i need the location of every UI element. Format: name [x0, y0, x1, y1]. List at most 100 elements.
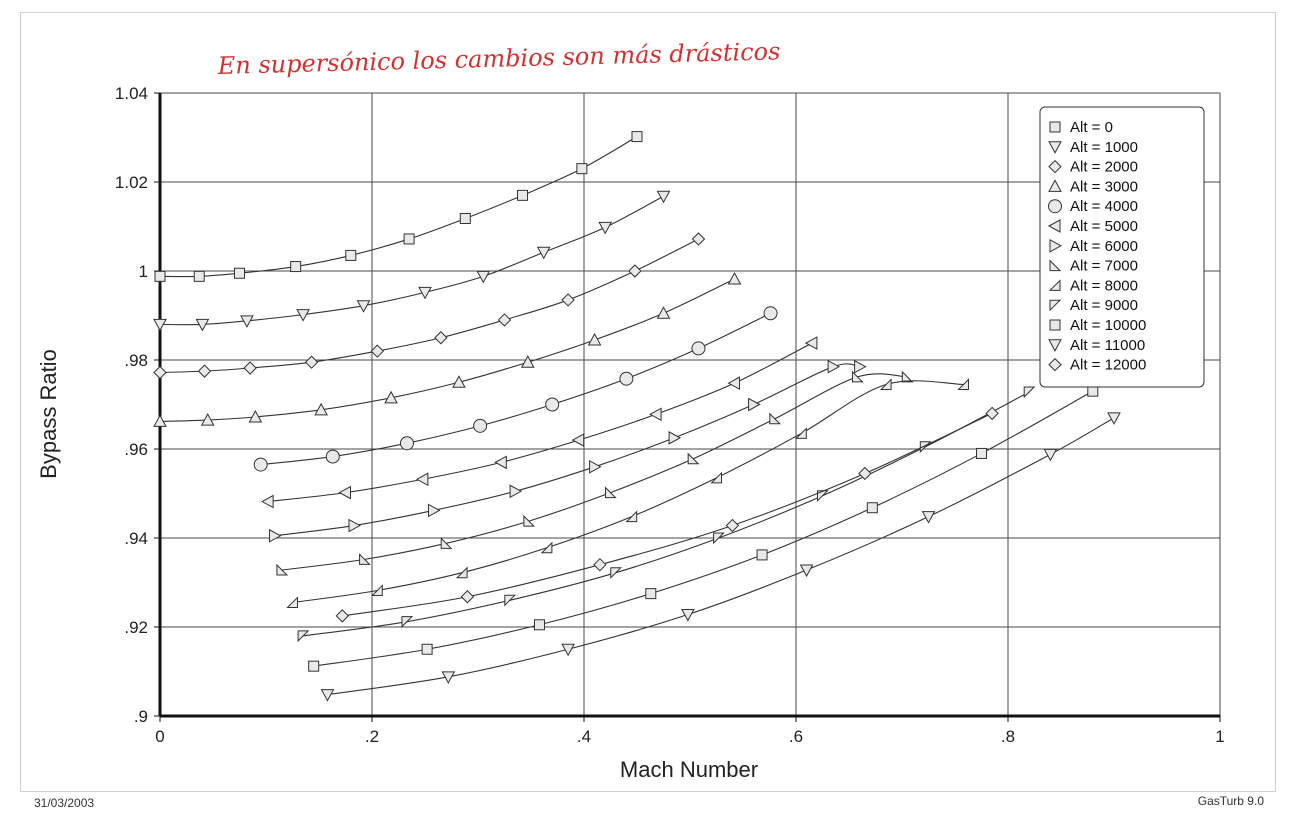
- data-point-9-0: [297, 630, 310, 643]
- data-point-9-5: [817, 490, 829, 502]
- chart-frame: [20, 12, 1276, 792]
- data-point-2-9: [691, 232, 706, 246]
- data-point-12-0: [335, 609, 350, 623]
- axes: 0 .2 .4 .6 .8 1 .9 .92 .94 .96 .98 1 1.02 1.04: [115, 84, 1225, 746]
- data-point-4-4: [545, 397, 560, 412]
- x-tick-label-1: .2: [365, 727, 379, 746]
- data-point-8-8: [957, 378, 969, 390]
- data-point-1-9: [656, 190, 671, 204]
- legend-marker-0: [1049, 121, 1061, 133]
- data-point-10-7: [1087, 385, 1099, 397]
- data-point-8-2: [455, 566, 468, 579]
- legend-item-0: Alt = 0: [1049, 119, 1113, 136]
- legend-marker-10: [1049, 319, 1061, 331]
- series-2: [153, 232, 706, 380]
- data-point-0-7: [517, 189, 529, 201]
- legend-item-3: Alt = 3000: [1048, 178, 1138, 195]
- data-point-11-6: [1043, 448, 1058, 462]
- data-point-0-4: [345, 249, 357, 261]
- data-point-10-2: [533, 619, 545, 631]
- data-point-1-1: [195, 318, 210, 332]
- data-point-7-3: [523, 514, 536, 527]
- legend-item-2: Alt = 2000: [1048, 159, 1138, 176]
- legend-label-1: Alt = 1000: [1070, 139, 1138, 156]
- data-point-3-8: [656, 306, 671, 319]
- data-point-8-7: [879, 378, 892, 390]
- data-point-10-4: [756, 549, 768, 561]
- legend-marker-12: [1048, 357, 1062, 372]
- legend-marker-6: [1049, 238, 1063, 253]
- data-point-3-3: [314, 402, 328, 416]
- data-point-0-0: [154, 270, 166, 282]
- data-point-5-6: [727, 376, 741, 390]
- footer-version: GasTurb 9.0: [1197, 794, 1264, 808]
- data-point-1-5: [418, 286, 432, 300]
- data-point-2-7: [561, 293, 575, 307]
- y-tick-label-0: .9: [134, 707, 148, 726]
- legend-item-8: Alt = 8000: [1048, 277, 1138, 294]
- series-9: [297, 386, 1036, 643]
- legend-item-7: Alt = 7000: [1049, 258, 1138, 275]
- x-tick-label-4: .8: [1001, 727, 1015, 746]
- data-point-7-6: [769, 412, 782, 425]
- y-axis-title: Bypass Ratio: [36, 349, 61, 479]
- data-point-6-5: [668, 431, 682, 445]
- legend-label-0: Alt = 0: [1070, 119, 1113, 136]
- legend-marker-3: [1048, 179, 1062, 192]
- data-point-6-3: [509, 484, 523, 499]
- legend-label-3: Alt = 3000: [1070, 178, 1138, 195]
- data-point-7-4: [605, 486, 617, 499]
- legend: Alt = 0 Alt = 1000 Alt = 2000 Alt = 3000 Alt…: [1039, 106, 1205, 388]
- legend-marker-11: [1048, 339, 1062, 352]
- data-point-6-8: [854, 359, 867, 374]
- data-point-4-6: [691, 341, 706, 356]
- legend-item-11: Alt = 11000: [1048, 337, 1145, 354]
- data-point-11-1: [441, 671, 456, 684]
- data-point-12-1: [460, 590, 475, 604]
- data-point-10-5: [866, 502, 878, 514]
- x-tick-label-5: 1: [1215, 727, 1224, 746]
- series-line-7: [281, 373, 908, 571]
- legend-label-10: Alt = 10000: [1070, 317, 1146, 334]
- data-point-7-0: [276, 563, 289, 576]
- data-point-1-3: [296, 309, 310, 322]
- series-12: [335, 406, 999, 623]
- series-line-10: [313, 390, 1094, 667]
- y-tick-label-6: 1.02: [115, 173, 148, 192]
- data-point-5-0: [261, 494, 274, 509]
- data-point-5-4: [571, 433, 585, 447]
- data-point-11-4: [799, 564, 814, 578]
- data-point-8-5: [710, 471, 722, 484]
- data-point-0-3: [290, 261, 302, 273]
- legend-box: [1039, 106, 1205, 388]
- data-point-0-5: [403, 233, 415, 245]
- legend-label-4: Alt = 4000: [1070, 198, 1138, 215]
- series-3: [153, 271, 742, 427]
- y-tick-label-2: .94: [124, 529, 148, 548]
- data-point-4-3: [473, 418, 488, 433]
- data-point-6-4: [589, 459, 602, 474]
- data-point-10-3: [645, 588, 657, 600]
- series-line-4: [260, 312, 771, 466]
- data-point-9-2: [504, 594, 517, 607]
- series-line-1: [159, 195, 664, 326]
- data-point-1-2: [240, 315, 254, 328]
- series-line-5: [268, 342, 813, 503]
- data-point-1-7: [536, 246, 551, 260]
- y-tick-label-1: .92: [124, 618, 148, 637]
- legend-marker-4: [1048, 199, 1062, 214]
- series-8: [286, 378, 969, 609]
- data-point-0-9: [631, 131, 643, 143]
- y-tick-label-4: .98: [124, 351, 148, 370]
- data-point-3-5: [452, 375, 466, 388]
- series-0: [154, 131, 643, 282]
- legend-label-5: Alt = 5000: [1070, 218, 1138, 235]
- data-point-4-5: [619, 371, 634, 386]
- series-line-0: [159, 136, 638, 278]
- data-point-12-5: [985, 406, 999, 421]
- data-point-4-2: [399, 436, 414, 451]
- data-point-3-4: [384, 390, 398, 404]
- data-point-10-0: [308, 660, 320, 672]
- legend-item-12: Alt = 12000: [1048, 357, 1146, 374]
- data-point-6-1: [348, 518, 362, 533]
